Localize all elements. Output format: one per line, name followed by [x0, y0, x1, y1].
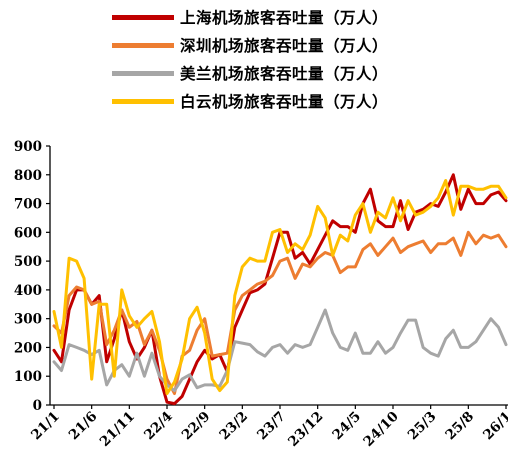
legend-label-shenzhen: 深圳机场旅客吞吐量（万人）: [180, 36, 389, 55]
x-tick-label-6: 23/7: [254, 409, 289, 444]
legend-item-meilan: 美兰机场旅客吞吐量（万人）: [112, 59, 492, 87]
y-tick-label-700: 700: [14, 197, 42, 213]
legend-swatch-baiyun: [112, 98, 174, 104]
legend-swatch-shanghai: [112, 14, 174, 20]
legend-label-meilan: 美兰机场旅客吞吐量（万人）: [180, 64, 389, 83]
x-tick-label-12: 26/1: [480, 409, 508, 444]
y-tick-label-100: 100: [14, 369, 42, 385]
x-tick-label-11: 25/8: [442, 409, 477, 444]
y-tick-label-900: 900: [14, 139, 42, 155]
x-tick-label-3: 22/4: [141, 409, 176, 444]
legend-item-baiyun: 白云机场旅客吞吐量（万人）: [112, 87, 492, 115]
y-tick-label-500: 500: [14, 254, 42, 270]
legend-item-shenzhen: 深圳机场旅客吞吐量（万人）: [112, 31, 492, 59]
x-tick-label-9: 24/10: [360, 409, 401, 450]
legend: 上海机场旅客吞吐量（万人） 深圳机场旅客吞吐量（万人） 美兰机场旅客吞吐量（万人…: [112, 3, 492, 115]
x-tick-label-8: 24/5: [329, 409, 364, 444]
y-tick-label-200: 200: [14, 340, 42, 356]
legend-swatch-shenzhen: [112, 42, 174, 48]
x-tick-label-1: 21/6: [66, 409, 101, 444]
x-tick-label-10: 25/3: [405, 409, 440, 444]
series-line-3: [52, 179, 508, 395]
legend-label-baiyun: 白云机场旅客吞吐量（万人）: [180, 92, 389, 111]
x-tick-label-5: 23/2: [216, 409, 251, 444]
x-tick-label-2: 21/11: [97, 409, 138, 450]
series-line-1: [52, 230, 508, 395]
y-tick-label-400: 400: [14, 283, 42, 299]
legend-item-shanghai: 上海机场旅客吞吐量（万人）: [112, 3, 492, 31]
legend-label-shanghai: 上海机场旅客吞吐量（万人）: [180, 8, 389, 27]
y-tick-label-0: 0: [33, 398, 42, 414]
y-tick-label-800: 800: [14, 168, 42, 184]
series-line-2: [52, 308, 508, 393]
x-tick-label-4: 22/9: [179, 409, 214, 444]
y-tick-label-300: 300: [14, 312, 42, 328]
y-tick-label-600: 600: [14, 225, 42, 241]
x-tick-label-7: 23/12: [285, 409, 326, 450]
legend-swatch-meilan: [112, 70, 174, 76]
